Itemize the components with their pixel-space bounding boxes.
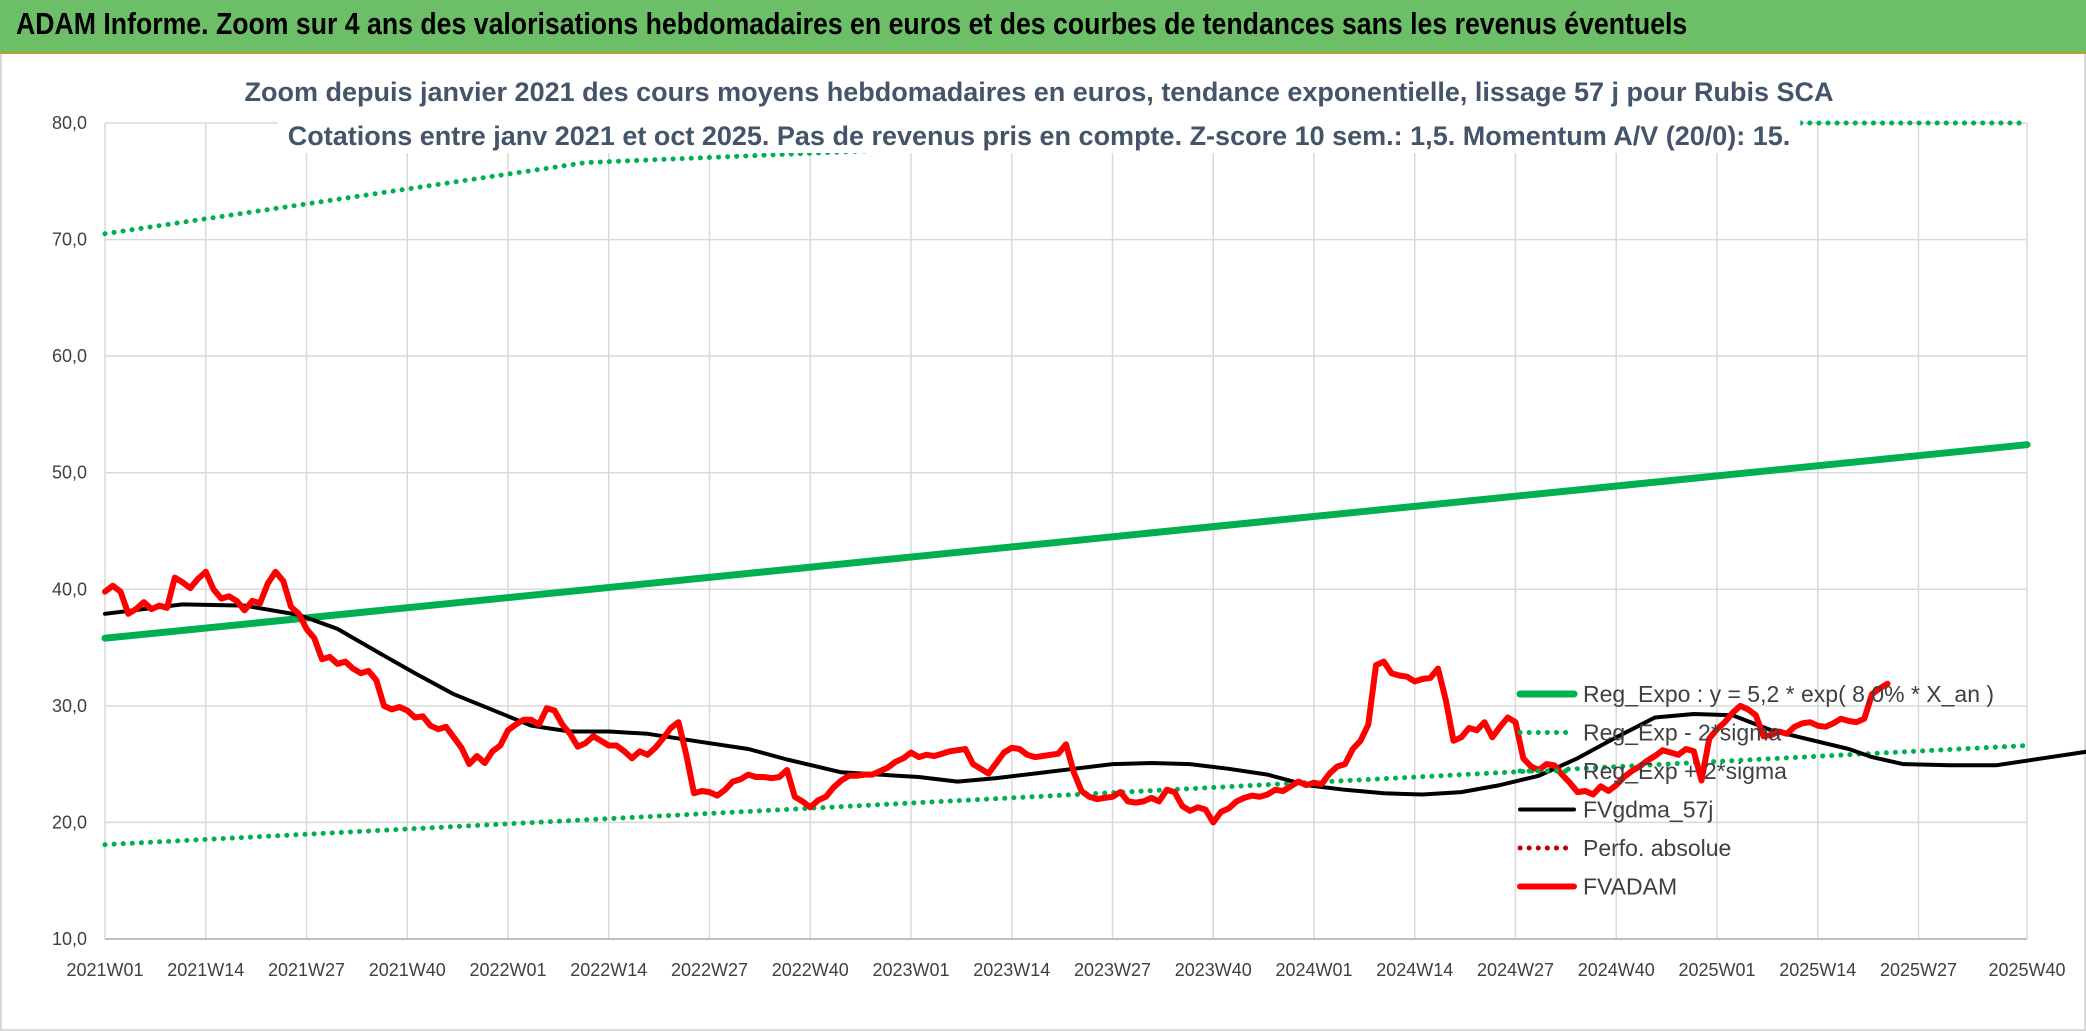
legend: Reg_Expo : y = 5,2 * exp( 8,0% * X_an ) R… bbox=[1516, 681, 1994, 900]
y-tick-label: 30,0 bbox=[52, 696, 87, 716]
y-tick-label: 40,0 bbox=[52, 579, 87, 599]
legend-label: Perfo. absolue bbox=[1583, 835, 1731, 861]
x-tick-label: 2023W27 bbox=[1074, 960, 1151, 980]
x-tick-label: 2023W14 bbox=[973, 960, 1050, 980]
x-tick-label: 2022W14 bbox=[570, 960, 647, 980]
x-tick-label: 2025W14 bbox=[1779, 960, 1856, 980]
x-tick-label: 2025W40 bbox=[1988, 960, 2065, 980]
report-banner: ADAM Informe. Zoom sur 4 ans des valoris… bbox=[0, 0, 2086, 54]
series-layer bbox=[101, 120, 2086, 848]
y-tick-label: 10,0 bbox=[52, 929, 87, 949]
x-tick-label: 2025W27 bbox=[1880, 960, 1957, 980]
y-tick-label: 60,0 bbox=[52, 346, 87, 366]
x-tick-label: 2023W40 bbox=[1175, 960, 1252, 980]
x-tick-label: 2021W40 bbox=[369, 960, 446, 980]
x-tick-label: 2023W01 bbox=[872, 960, 949, 980]
x-tick-label: 2022W40 bbox=[772, 960, 849, 980]
chart-title-bg bbox=[277, 119, 1801, 153]
x-tick-label: 2025W01 bbox=[1678, 960, 1755, 980]
legend-label: Reg_Exp - 2*sigma bbox=[1583, 720, 1781, 746]
x-tick-label: 2021W01 bbox=[66, 960, 143, 980]
legend-label: Reg_Exp + 2*sigma bbox=[1583, 758, 1787, 784]
chart-title-line: Zoom depuis janvier 2021 des cours moyen… bbox=[245, 77, 1834, 107]
x-tick-label: 2024W27 bbox=[1477, 960, 1554, 980]
x-tick-label: 2022W01 bbox=[469, 960, 546, 980]
x-tick-label: 2021W14 bbox=[167, 960, 244, 980]
x-tick-label: 2024W14 bbox=[1376, 960, 1453, 980]
x-tick-label: 2024W40 bbox=[1578, 960, 1655, 980]
series-line-0 bbox=[101, 441, 2031, 642]
chart-title-line: Cotations entre janv 2021 et oct 2025. P… bbox=[288, 121, 1791, 151]
x-tick-label: 2021W27 bbox=[268, 960, 345, 980]
legend-label: FVgdma_57j bbox=[1583, 797, 1713, 823]
axes: 10,0 20,0 30,0 40,0 50,0 60,0 70,0 80,0 2021W01 2… bbox=[52, 113, 2066, 980]
series-line-5 bbox=[102, 568, 1891, 826]
y-tick-label: 20,0 bbox=[52, 812, 87, 832]
x-tick-label: 2024W01 bbox=[1275, 960, 1352, 980]
legend-label: FVADAM bbox=[1583, 874, 1677, 900]
chart-title: Zoom depuis janvier 2021 des cours moyen… bbox=[234, 75, 1844, 153]
gridlines bbox=[104, 122, 2028, 940]
legend-label: Reg_Expo : y = 5,2 * exp( 8,0% * X_an ) bbox=[1583, 681, 1994, 707]
y-tick-label: 50,0 bbox=[52, 463, 87, 483]
x-tick-label: 2022W27 bbox=[671, 960, 748, 980]
y-tick-label: 80,0 bbox=[52, 113, 87, 133]
chart-title-bg bbox=[234, 75, 1844, 109]
report-title: ADAM Informe. Zoom sur 4 ans des valoris… bbox=[16, 6, 1688, 41]
y-tick-label: 70,0 bbox=[52, 230, 87, 250]
